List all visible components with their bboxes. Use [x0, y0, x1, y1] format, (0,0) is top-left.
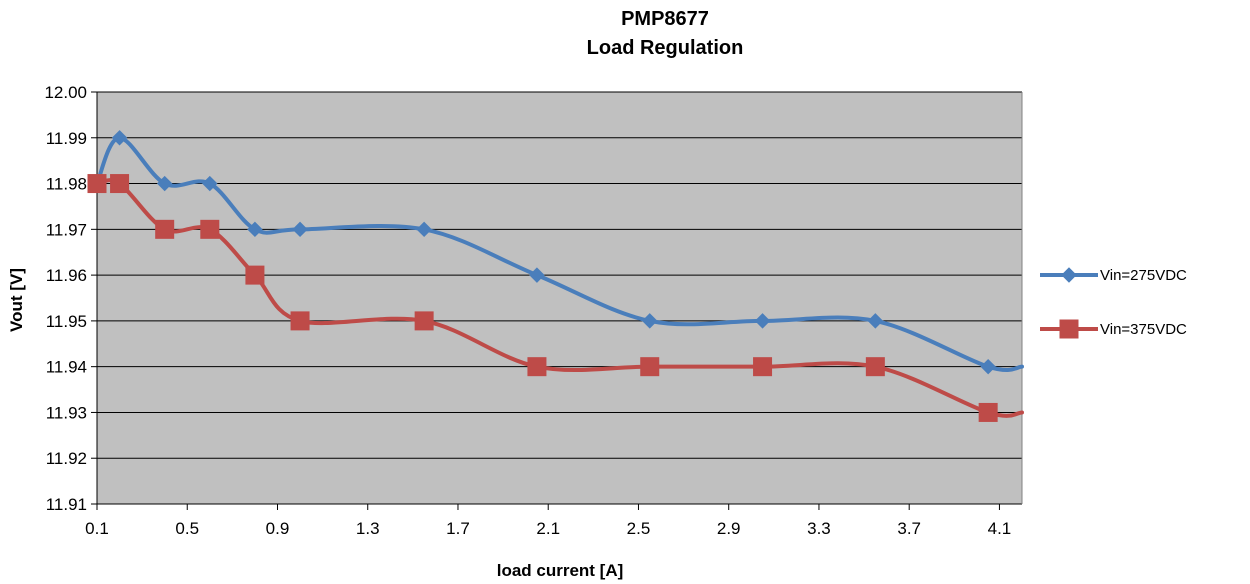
y-tick-label: 11.94: [46, 358, 87, 377]
x-tick-label: 3.3: [807, 519, 831, 538]
data-point-series-2: [245, 265, 265, 285]
x-axis-title: load current [A]: [497, 561, 624, 580]
data-point-series-1: [642, 313, 658, 329]
data-point-series-1: [754, 313, 771, 329]
y-tick-label: 11.95: [46, 312, 87, 331]
data-point-series-1: [529, 267, 545, 283]
data-point-series-2: [978, 402, 998, 422]
data-point-series-1: [247, 221, 263, 238]
y-axis-title: Vout [V]: [7, 268, 26, 332]
legend-label-2: Vin=375VDC: [1100, 321, 1187, 338]
x-tick-label: 3.7: [897, 519, 921, 538]
legend-swatch-marker-1: [1061, 267, 1077, 283]
plot-area: 11.91 11.92 11.93 11.94 11.95 11.96 11.97 11.98…: [44, 83, 1024, 538]
data-point-series-2: [155, 219, 175, 239]
y-tick-label: 11.92: [46, 449, 87, 468]
data-point-series-2: [414, 311, 434, 331]
data-point-series-1: [416, 221, 432, 238]
y-tick-label: 11.93: [46, 403, 87, 422]
x-tick-label: 1.3: [356, 519, 380, 538]
x-tick-label: 4.1: [988, 519, 1012, 538]
y-tick-label: 11.91: [46, 495, 87, 514]
data-point-series-2: [865, 357, 885, 377]
data-point-series-1: [292, 221, 308, 238]
x-tick-label: 0.1: [85, 519, 109, 538]
chart-subtitle: Load Regulation: [587, 37, 744, 59]
legend-swatch-marker-2: [1059, 319, 1079, 339]
x-tick-label: 1.7: [446, 519, 470, 538]
data-point-series-1: [202, 175, 218, 192]
y-tick-label: 11.97: [46, 220, 87, 239]
chart-title: PMP8677: [621, 8, 709, 30]
plot-background: [97, 92, 1022, 504]
x-tick-label: 2.9: [717, 519, 741, 538]
legend: Vin=275VDC Vin=375VDC: [1040, 267, 1187, 339]
y-tick-label: 11.96: [46, 266, 87, 285]
x-tick-label: 0.9: [266, 519, 290, 538]
y-tick-label: 11.98: [46, 175, 87, 194]
data-point-series-2: [753, 357, 773, 377]
data-point-series-2: [527, 357, 547, 377]
data-point-series-2: [110, 174, 130, 194]
y-tick-label: 11.99: [46, 129, 87, 148]
x-tick-label: 2.1: [536, 519, 560, 538]
x-tick-label: 0.5: [175, 519, 199, 538]
data-point-series-1: [867, 313, 884, 329]
legend-label-1: Vin=275VDC: [1100, 267, 1187, 284]
y-tick-label: 12.00: [44, 83, 87, 102]
data-point-series-1: [980, 358, 996, 375]
data-point-series-1: [111, 130, 128, 146]
data-point-series-2: [200, 219, 220, 239]
data-point-series-1: [156, 175, 173, 192]
x-tick-label: 2.5: [627, 519, 651, 538]
data-point-series-2: [87, 174, 107, 194]
data-point-series-2: [640, 357, 660, 377]
data-point-series-2: [290, 311, 310, 331]
